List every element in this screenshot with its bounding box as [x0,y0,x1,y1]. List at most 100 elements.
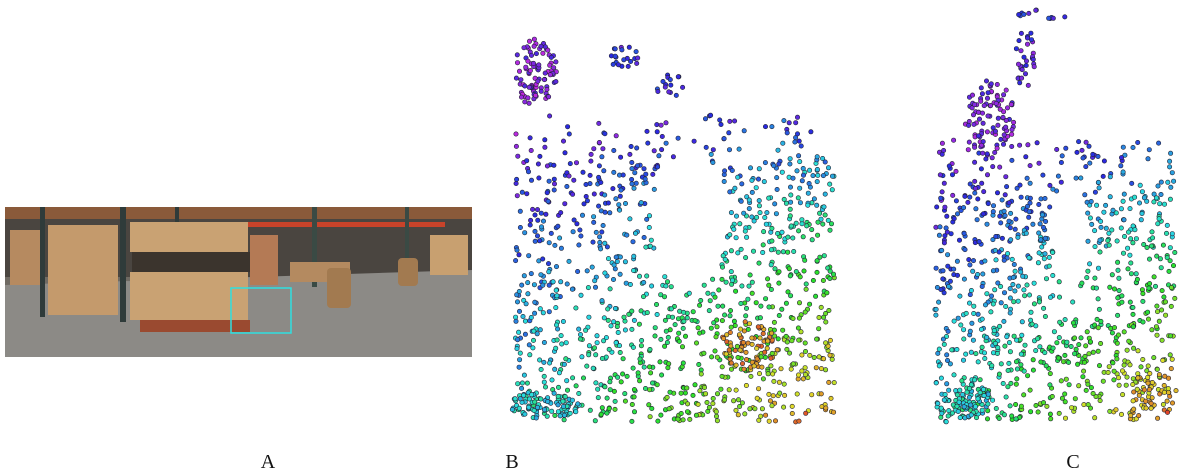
point [1145,245,1149,249]
point [629,144,633,148]
point [1159,266,1163,270]
point [519,95,523,99]
point [1051,346,1055,350]
point [1069,406,1073,410]
point [1115,357,1119,361]
point [601,147,605,151]
point [579,234,583,238]
point [572,218,576,222]
point [551,280,555,284]
point [604,335,608,339]
point [1047,16,1051,20]
point [702,283,706,287]
point [1000,198,1004,202]
point [964,352,968,356]
point [952,267,956,271]
point [581,376,585,380]
point [1117,276,1121,280]
point [1047,264,1051,268]
point [721,304,725,308]
point [1120,294,1124,298]
point [722,313,726,317]
point [815,259,819,263]
point [516,382,520,386]
point [735,344,739,348]
point [623,328,627,332]
point [523,319,527,323]
point [1032,302,1036,306]
point [752,364,756,368]
point [528,68,532,72]
point [976,197,980,201]
point [687,291,691,295]
point [533,400,537,404]
point [994,258,998,262]
point [785,340,789,344]
point [828,338,832,342]
point [543,385,547,389]
point [795,392,799,396]
point [613,399,617,403]
point [516,330,520,334]
point [1152,192,1156,196]
point [699,298,703,302]
point [1110,331,1114,335]
point [969,350,973,354]
point [1060,396,1064,400]
point [733,186,737,190]
point [980,284,984,288]
point [1028,181,1032,185]
point [800,353,804,357]
point [718,118,722,122]
point [1034,8,1038,12]
point [936,351,940,355]
point [1163,313,1167,317]
point [1166,386,1170,390]
point [1104,226,1108,230]
point [976,360,980,364]
point [533,239,537,243]
point [1010,158,1014,162]
point [1096,349,1100,353]
point [1162,383,1166,387]
point [1015,367,1019,371]
point [1004,304,1008,308]
point [958,415,962,419]
point [514,181,518,185]
point [553,367,557,371]
point [615,324,619,328]
point [983,356,987,360]
point [1003,344,1007,348]
point [1111,208,1115,212]
point [578,332,582,336]
point [655,383,659,387]
point [979,167,983,171]
point [633,231,637,235]
point [1040,245,1044,249]
point [1083,193,1087,197]
point [1096,154,1100,158]
point [1171,179,1175,183]
point [1073,397,1077,401]
point [517,69,521,73]
point [796,373,800,377]
point [567,132,571,136]
point [751,249,755,253]
point [677,309,681,313]
point [941,269,945,273]
point [814,337,818,341]
point [816,173,820,177]
point [663,85,667,89]
point [542,360,546,364]
point [642,280,646,284]
point [602,316,606,320]
point [703,117,707,121]
point [575,269,579,273]
point [943,205,947,209]
point [803,349,807,353]
point [766,339,770,343]
point [1031,222,1035,226]
point [972,102,976,106]
point [607,406,611,410]
point [750,342,754,346]
